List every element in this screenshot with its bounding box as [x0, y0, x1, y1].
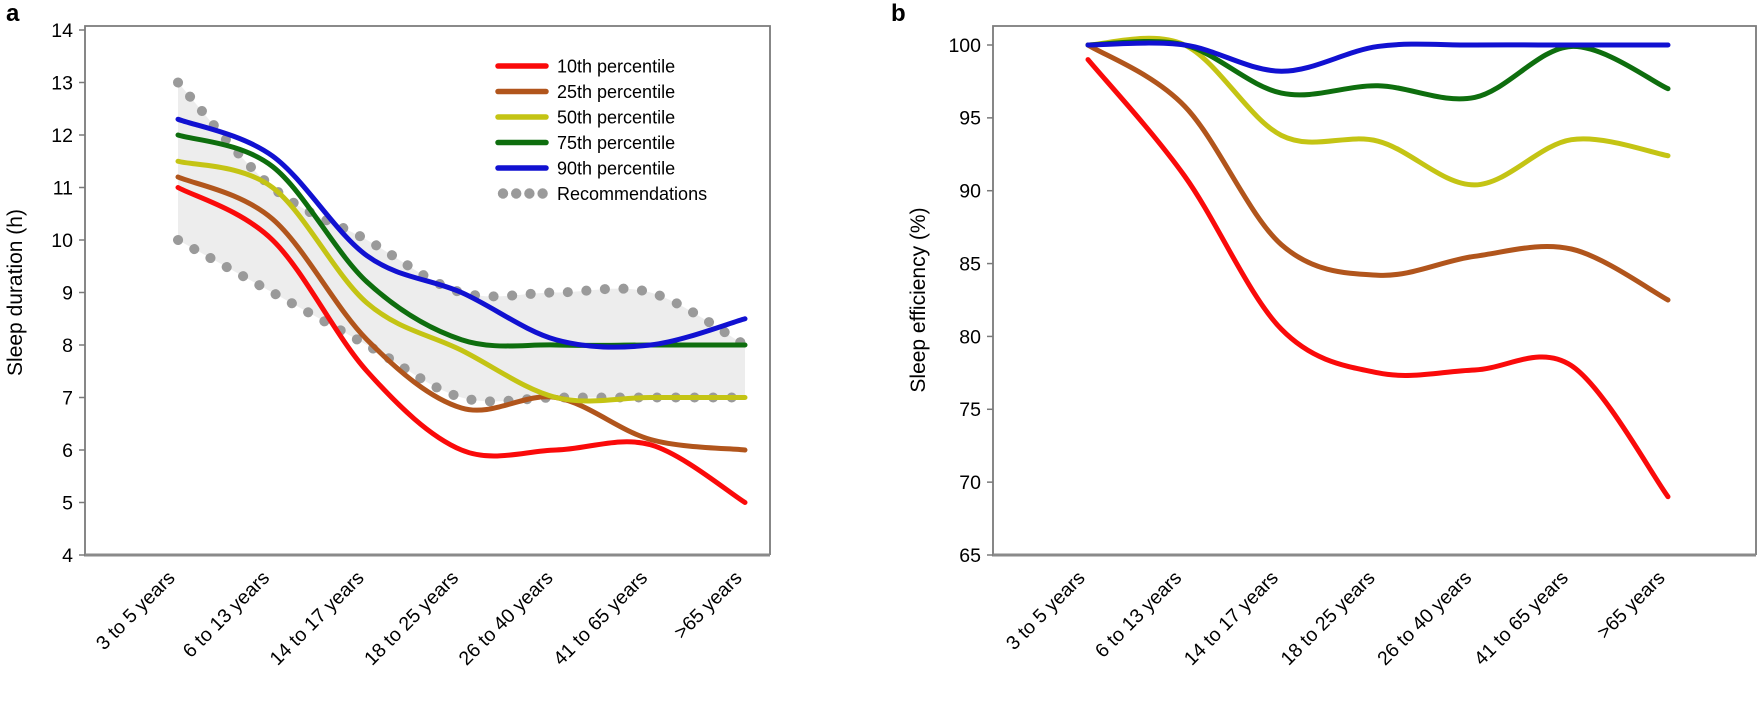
- plot-frame: [992, 25, 1757, 557]
- y-tick-label: 13: [51, 72, 73, 94]
- legend-item-50th-percentile: 50th percentile: [495, 107, 675, 127]
- legend-item-recommendations: Recommendations: [497, 184, 707, 204]
- legend-label: 50th percentile: [557, 107, 675, 127]
- legend-dot-swatch: [537, 188, 548, 199]
- legend-item-10th-percentile: 10th percentile: [495, 56, 675, 76]
- x-category-label: 26 to 40 years: [1373, 567, 1476, 670]
- plot-frame-sides: [992, 25, 1757, 555]
- y-tick-label: 70: [959, 472, 981, 494]
- y-tick-label: 14: [51, 20, 73, 42]
- y-tick-label: 75: [959, 399, 981, 421]
- series-line-90th-percentile: [175, 116, 748, 350]
- panel-a-chart: 14 13 12 11 10 9 8 7 6 5 4 Sleep duration (h) 3 to 5…: [4, 20, 771, 670]
- panel-b-chart: 100 95 90 85 80 75 70 65 Sleep efficiency (%) 3 t…: [907, 25, 1757, 670]
- x-category-label: 26 to 40 years: [455, 567, 558, 670]
- y-tick-label: 85: [959, 253, 981, 275]
- recommendations-band: [178, 82, 745, 402]
- legend-label: 90th percentile: [557, 158, 675, 178]
- y-tick-label: 11: [53, 177, 73, 199]
- legend-dot-swatch: [511, 188, 522, 199]
- legend-item-75th-percentile: 75th percentile: [495, 133, 675, 153]
- x-category-label: 14 to 17 years: [1180, 567, 1283, 670]
- y-tick-label: 9: [62, 282, 73, 304]
- y-tick-label: 10: [51, 230, 73, 252]
- series-line-50th-percentile: [175, 158, 748, 404]
- plot-frame: [84, 25, 771, 557]
- y-tick-label: 95: [959, 108, 981, 130]
- x-category-label: 3 to 5 years: [92, 567, 180, 655]
- y-tick-label: 6: [62, 440, 73, 462]
- y-axis-title: Sleep efficiency (%): [907, 207, 930, 392]
- x-category-label: >65 years: [670, 567, 747, 644]
- legend: 10th percentile 25th percentile 50th perce…: [495, 56, 707, 204]
- recommendations-lower-dotted-line: [173, 235, 750, 407]
- x-category-label: 41 to 65 years: [549, 567, 652, 670]
- series-line-25th-percentile: [175, 174, 748, 453]
- y-axis: 100 95 90 85 80 75 70 65: [948, 35, 993, 567]
- series-line-10th-percentile: [175, 185, 748, 505]
- legend-label: 25th percentile: [557, 82, 675, 102]
- panel-a-letter: a: [6, 0, 20, 27]
- y-axis: 14 13 12 11 10 9 8 7 6 5 4: [51, 20, 85, 567]
- legend-dot-swatch: [497, 188, 509, 199]
- legend-label: 75th percentile: [557, 133, 675, 153]
- series-line-10th-percentile: [1085, 57, 1671, 500]
- series-line-90th-percentile: [1085, 40, 1671, 74]
- panel-b-letter: b: [891, 0, 906, 27]
- x-category-label: 41 to 65 years: [1470, 567, 1573, 670]
- y-tick-label: 100: [948, 35, 981, 57]
- legend-label: Recommendations: [557, 184, 707, 204]
- y-tick-label: 7: [62, 387, 73, 409]
- y-tick-label: 8: [62, 335, 73, 357]
- y-tick-label: 4: [62, 545, 73, 567]
- x-category-label: 18 to 25 years: [1277, 567, 1380, 670]
- series-line-25th-percentile: [1085, 42, 1671, 303]
- series-line-75th-percentile: [1085, 38, 1671, 102]
- legend-item-90th-percentile: 90th percentile: [495, 158, 675, 178]
- y-tick-label: 80: [959, 326, 981, 348]
- x-category-label: 6 to 13 years: [1091, 567, 1186, 662]
- x-category-label: 18 to 25 years: [360, 567, 463, 670]
- x-category-label: >65 years: [1593, 567, 1670, 644]
- y-axis-title: Sleep duration (h): [4, 209, 27, 376]
- x-category-label: 6 to 13 years: [179, 567, 274, 662]
- legend-label: 10th percentile: [557, 56, 675, 76]
- legend-dot-swatch: [524, 188, 535, 199]
- x-category-label: 14 to 17 years: [266, 567, 369, 670]
- y-tick-label: 65: [959, 545, 981, 567]
- y-tick-label: 5: [62, 492, 73, 514]
- legend-item-25th-percentile: 25th percentile: [495, 82, 675, 102]
- y-tick-label: 90: [959, 181, 981, 203]
- y-tick-label: 12: [51, 125, 73, 147]
- x-category-label: 3 to 5 years: [1002, 567, 1090, 655]
- plot-frame-sides: [84, 25, 771, 555]
